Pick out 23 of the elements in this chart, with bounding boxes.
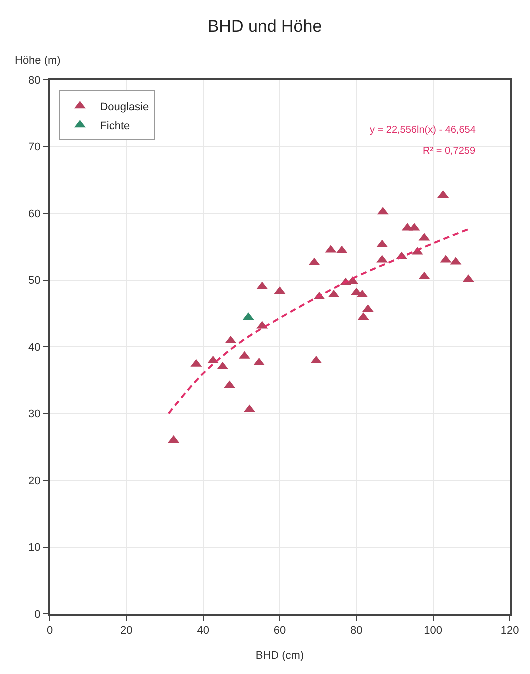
x-tick-label: 40 (197, 625, 210, 638)
x-tick-label: 100 (424, 625, 443, 638)
y-tick-label: 0 (34, 608, 41, 621)
y-tick-label: 80 (28, 74, 41, 87)
y-tick-label: 40 (28, 342, 41, 354)
x-tick-label: 80 (350, 625, 363, 638)
y-tick-label: 30 (28, 408, 41, 421)
y-tick-label: 10 (28, 542, 41, 554)
legend-label: Douglasie (100, 101, 150, 114)
y-tick-label: 60 (28, 208, 41, 220)
y-tick-label: 50 (28, 275, 41, 288)
annotation: R² = 0,7259 (423, 146, 476, 157)
x-tick-label: 0 (46, 625, 54, 638)
x-tick-label: 60 (274, 625, 286, 638)
x-tick-label: 20 (120, 625, 133, 638)
x-tick-label: 120 (500, 625, 520, 638)
annotation: y = 22,556ln(x) - 46,654 (370, 125, 476, 136)
y-axis-title: Höhe (m) (15, 55, 61, 67)
y-tick-label: 70 (28, 142, 41, 154)
x-axis-title: BHD (cm) (256, 650, 304, 662)
y-tick-label: 20 (28, 475, 41, 488)
chart-title: BHD und Höhe (208, 17, 322, 36)
legend-label: Fichte (100, 120, 130, 132)
